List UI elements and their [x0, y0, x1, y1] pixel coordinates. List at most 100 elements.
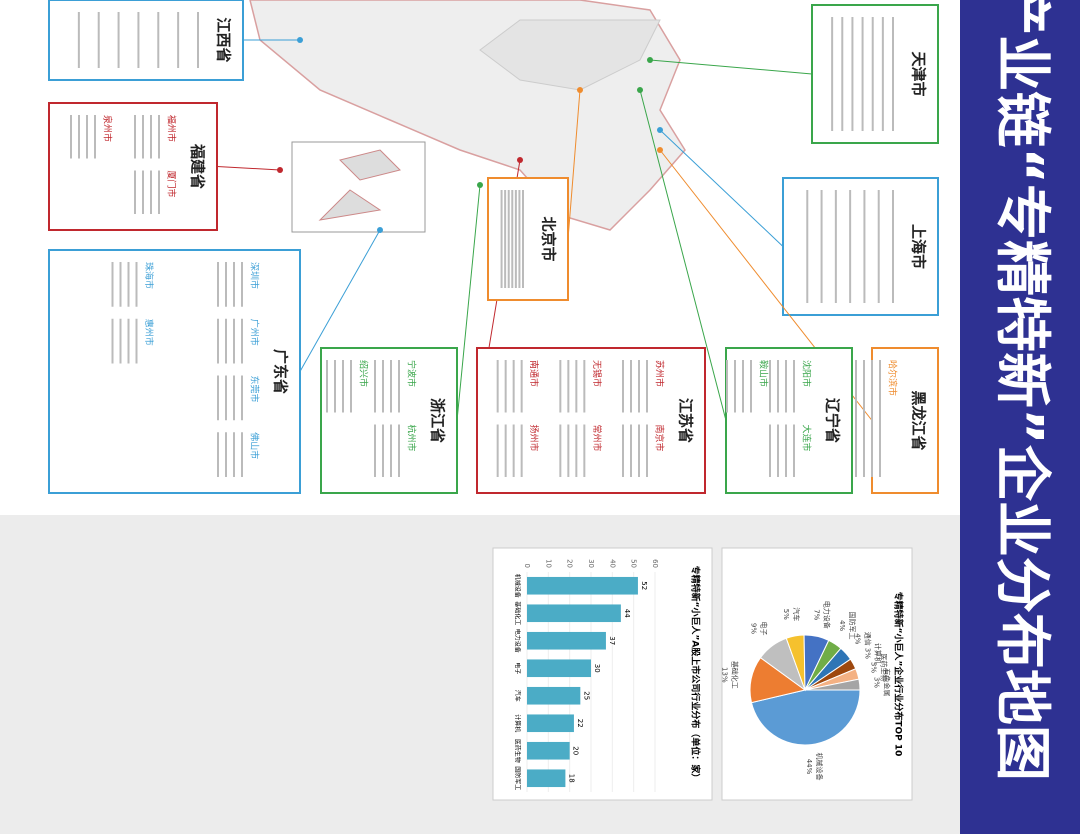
city-label: 常州市 — [591, 425, 603, 452]
title-band — [960, 0, 1080, 834]
x-tick-label: 电子 — [514, 662, 522, 674]
chart-area — [0, 515, 960, 834]
city-label: 南通市 — [528, 360, 540, 387]
bar — [527, 769, 566, 788]
city-label: 广州市 — [249, 319, 261, 346]
y-tick-label: 60 — [651, 559, 659, 568]
slice-label: 9% — [750, 623, 758, 634]
slice-name: 基础化工 — [731, 661, 740, 689]
region-name: 福建省 — [189, 143, 207, 189]
city-label: 南京市 — [654, 425, 666, 452]
region-name: 黑龙江省 — [910, 390, 928, 450]
map-dot — [577, 87, 583, 93]
map-dot — [637, 87, 643, 93]
map-dot — [517, 157, 523, 163]
leader-line — [649, 59, 813, 75]
x-tick-label: 汽车 — [514, 690, 522, 702]
region-name: 江西省 — [215, 17, 233, 62]
map-dot — [657, 147, 663, 153]
leader-line — [567, 89, 581, 240]
slice-name: 有色金属 — [883, 668, 892, 696]
bar — [526, 576, 638, 595]
leader-line — [299, 229, 381, 372]
region-name: 浙江省 — [429, 398, 447, 443]
bar-label: 44 — [623, 609, 631, 618]
bar-label: 30 — [593, 664, 601, 673]
bar-label: 18 — [567, 774, 575, 783]
pie-slice — [750, 689, 861, 746]
city-label: 鞍山市 — [758, 360, 770, 387]
region-name: 江苏省 — [677, 398, 695, 443]
map-region — [479, 19, 661, 91]
region-box — [320, 347, 458, 494]
inset-islands — [318, 149, 401, 221]
y-tick-label: 40 — [608, 559, 616, 568]
bar-label: 20 — [572, 746, 580, 755]
leader-line — [456, 184, 481, 421]
city-label: 苏州市 — [654, 360, 666, 387]
region-name: 广东省 — [272, 349, 290, 394]
slice-label: 7% — [812, 609, 820, 620]
slice-label: 4% — [854, 633, 862, 644]
city-label: 厦门市 — [166, 171, 178, 198]
region-box — [48, 249, 301, 494]
region-box — [725, 347, 853, 494]
bar — [527, 659, 591, 678]
bar — [527, 686, 581, 705]
city-label: 惠州市 — [143, 319, 155, 346]
map-dot — [477, 182, 483, 188]
map-dot — [657, 127, 663, 133]
map-dot — [647, 57, 653, 63]
y-tick-label: 50 — [630, 559, 638, 568]
y-tick-label: 0 — [523, 564, 531, 568]
city-label: 珠海市 — [143, 262, 155, 289]
x-tick-label: 电力设备 — [514, 629, 522, 653]
slice-name: 电力设备 — [822, 601, 831, 629]
slice-label: 3% — [873, 677, 881, 688]
city-label: 大连市 — [801, 425, 813, 452]
bar-label: 25 — [582, 691, 590, 700]
x-tick-label: 基础化工 — [514, 601, 522, 625]
region-name: 天津市 — [910, 51, 928, 96]
city-label: 沈阳市 — [801, 360, 813, 387]
bar-label: 37 — [608, 636, 616, 645]
city-label: 福州市 — [166, 115, 178, 142]
x-tick-label: 机械设备 — [514, 574, 522, 598]
slice-label: 3% — [864, 648, 872, 659]
city-label: 杭州市 — [406, 425, 418, 452]
region-box — [811, 4, 939, 144]
region-name: 上海市 — [910, 224, 928, 269]
slice-name: 汽车 — [792, 607, 801, 621]
y-tick-label: 30 — [587, 559, 595, 568]
region-box — [48, 102, 218, 231]
slice-name: 医药生物 — [880, 653, 889, 681]
y-tick-label: 10 — [544, 559, 552, 568]
city-label: 泉州市 — [102, 115, 114, 142]
slice-name: 通信 — [864, 632, 873, 646]
slice-label: 5% — [782, 609, 790, 620]
bar — [526, 741, 570, 760]
bar — [526, 714, 574, 733]
x-tick-label: 国防军工 — [514, 766, 522, 790]
chart-title: 专精特新“小巨人”A股上市公司行业分布（单位：家） — [690, 566, 702, 783]
city-label: 深圳市 — [249, 262, 261, 289]
chart-title: 专精特新“小巨人”企业行业分布TOP 10 — [893, 592, 905, 757]
slice-name: 计算机 — [874, 643, 883, 664]
slice-label: 4% — [838, 620, 846, 631]
leader-line — [216, 166, 281, 171]
x-tick-label: 计算机 — [514, 714, 522, 732]
city-label: 东莞市 — [249, 376, 261, 403]
slice-label: 3% — [870, 662, 878, 673]
slice-label: 44% — [805, 759, 813, 775]
title: 产业链“专精特新”企业分布地图 — [989, 0, 1054, 781]
y-tick-label: 20 — [566, 559, 574, 568]
leader-line — [639, 89, 727, 421]
x-tick-label: 医药生物 — [514, 739, 522, 763]
region-name: 北京市 — [540, 216, 558, 261]
city-label: 无锡市 — [591, 360, 603, 387]
map-dot — [297, 37, 303, 43]
pie-slice — [804, 678, 861, 691]
map-dot — [277, 167, 283, 173]
